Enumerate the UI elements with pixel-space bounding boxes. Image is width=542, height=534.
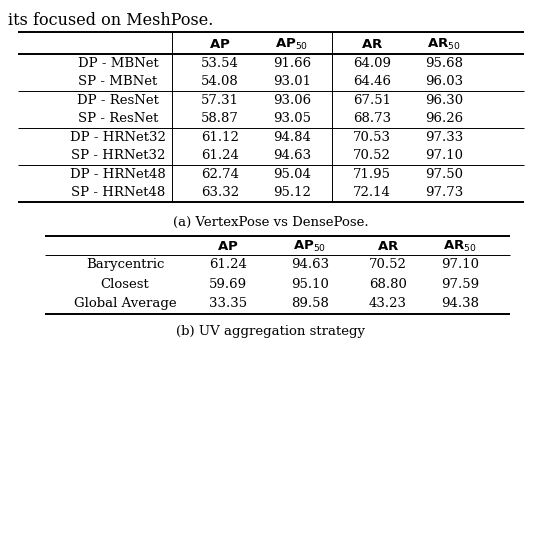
Text: SP - HRNet32: SP - HRNet32 xyxy=(71,149,165,162)
Text: 89.58: 89.58 xyxy=(291,297,329,310)
Text: 97.50: 97.50 xyxy=(425,168,463,180)
Text: (b) UV aggregation strategy: (b) UV aggregation strategy xyxy=(177,326,365,339)
Text: 96.30: 96.30 xyxy=(425,94,463,107)
Text: 95.10: 95.10 xyxy=(291,278,329,290)
Text: 97.59: 97.59 xyxy=(441,278,479,290)
Text: 61.12: 61.12 xyxy=(201,131,239,144)
Text: 43.23: 43.23 xyxy=(369,297,407,310)
Text: SP - HRNet48: SP - HRNet48 xyxy=(71,186,165,199)
Text: DP - MBNet: DP - MBNet xyxy=(78,57,158,70)
Text: 97.10: 97.10 xyxy=(425,149,463,162)
Text: Barycentric: Barycentric xyxy=(86,258,164,271)
Text: 70.52: 70.52 xyxy=(353,149,391,162)
Text: 94.63: 94.63 xyxy=(273,149,311,162)
Text: SP - MBNet: SP - MBNet xyxy=(79,75,158,88)
Text: 91.66: 91.66 xyxy=(273,57,311,70)
Text: 63.32: 63.32 xyxy=(201,186,239,199)
Text: 93.06: 93.06 xyxy=(273,94,311,107)
Text: 54.08: 54.08 xyxy=(201,75,239,88)
Text: 59.69: 59.69 xyxy=(209,278,247,290)
Text: DP - HRNet48: DP - HRNet48 xyxy=(70,168,166,180)
Text: 64.09: 64.09 xyxy=(353,57,391,70)
Text: $\mathbf{AP}$: $\mathbf{AP}$ xyxy=(209,37,231,51)
Text: (a) VertexPose vs DensePose.: (a) VertexPose vs DensePose. xyxy=(173,216,369,229)
Text: 96.26: 96.26 xyxy=(425,112,463,125)
Text: $\mathbf{AP}$$_{50}$: $\mathbf{AP}$$_{50}$ xyxy=(293,239,327,254)
Text: DP - ResNet: DP - ResNet xyxy=(77,94,159,107)
Text: 68.80: 68.80 xyxy=(369,278,407,290)
Text: 33.35: 33.35 xyxy=(209,297,247,310)
Text: 57.31: 57.31 xyxy=(201,94,239,107)
Text: 53.54: 53.54 xyxy=(201,57,239,70)
Text: 95.68: 95.68 xyxy=(425,57,463,70)
Text: 62.74: 62.74 xyxy=(201,168,239,180)
Text: 68.73: 68.73 xyxy=(353,112,391,125)
Text: 71.95: 71.95 xyxy=(353,168,391,180)
Text: 61.24: 61.24 xyxy=(201,149,239,162)
Text: 97.33: 97.33 xyxy=(425,131,463,144)
Text: DP - HRNet32: DP - HRNet32 xyxy=(70,131,166,144)
Text: $\mathbf{AR}$$_{50}$: $\mathbf{AR}$$_{50}$ xyxy=(427,36,461,52)
Text: its focused on MeshPose.: its focused on MeshPose. xyxy=(8,12,214,29)
Text: $\mathbf{AP}$$_{50}$: $\mathbf{AP}$$_{50}$ xyxy=(275,36,308,52)
Text: $\mathbf{AR}$: $\mathbf{AR}$ xyxy=(377,240,399,253)
Text: 93.05: 93.05 xyxy=(273,112,311,125)
Text: 94.63: 94.63 xyxy=(291,258,329,271)
Text: 58.87: 58.87 xyxy=(201,112,239,125)
Text: 94.38: 94.38 xyxy=(441,297,479,310)
Text: SP - ResNet: SP - ResNet xyxy=(78,112,158,125)
Text: $\mathbf{AR}$$_{50}$: $\mathbf{AR}$$_{50}$ xyxy=(443,239,477,254)
Text: 97.10: 97.10 xyxy=(441,258,479,271)
Text: Closest: Closest xyxy=(101,278,150,290)
Text: 95.04: 95.04 xyxy=(273,168,311,180)
Text: 64.46: 64.46 xyxy=(353,75,391,88)
Text: 61.24: 61.24 xyxy=(209,258,247,271)
Text: $\mathbf{AR}$: $\mathbf{AR}$ xyxy=(361,37,383,51)
Text: 72.14: 72.14 xyxy=(353,186,391,199)
Text: 67.51: 67.51 xyxy=(353,94,391,107)
Text: 70.53: 70.53 xyxy=(353,131,391,144)
Text: Global Average: Global Average xyxy=(74,297,176,310)
Text: $\mathbf{AP}$: $\mathbf{AP}$ xyxy=(217,240,239,253)
Text: 93.01: 93.01 xyxy=(273,75,311,88)
Text: 70.52: 70.52 xyxy=(369,258,407,271)
Text: 97.73: 97.73 xyxy=(425,186,463,199)
Text: 94.84: 94.84 xyxy=(273,131,311,144)
Text: 95.12: 95.12 xyxy=(273,186,311,199)
Text: 96.03: 96.03 xyxy=(425,75,463,88)
